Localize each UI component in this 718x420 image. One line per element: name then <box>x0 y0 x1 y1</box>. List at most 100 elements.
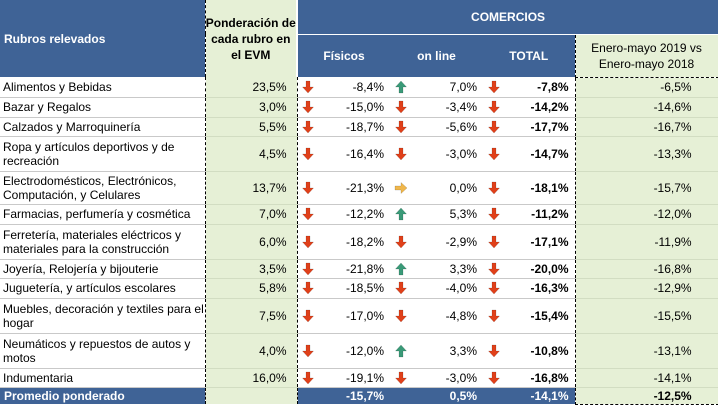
fisicos-value: -21,8% <box>319 259 390 279</box>
fisicos-value: -12,0% <box>319 333 390 369</box>
fisicos-value: -18,2% <box>319 224 390 260</box>
arrow-down-icon <box>297 97 319 118</box>
arrow-down-icon <box>297 224 319 260</box>
rubros-table: Rubros relevados Ponderación de cada rub… <box>0 0 718 405</box>
rubro-label: Farmacias, perfumería y cosmética <box>0 204 205 225</box>
footer-total: -14,1% <box>505 387 575 404</box>
footer-spacer <box>390 387 412 404</box>
enero-mayo-value: -12,9% <box>574 278 718 299</box>
rubro-label: Ferretería, materiales eléctricos y mate… <box>0 224 205 260</box>
online-value: -4,8% <box>412 298 483 334</box>
total-value: -7,8% <box>505 77 575 98</box>
enero-mayo-value: -15,7% <box>574 171 718 205</box>
header-enero-mayo: Enero-mayo 2019 vs Enero-mayo 2018 <box>574 33 718 78</box>
arrow-down-icon <box>390 298 412 334</box>
footer-enero-mayo: -12,5% <box>574 386 718 405</box>
header-comercios: COMERCIOS <box>295 0 718 35</box>
enero-mayo-value: -14,1% <box>574 368 718 388</box>
rubro-label: Joyería, Relojería y bijouterie <box>0 259 205 279</box>
header-online: on line <box>390 34 483 77</box>
enero-mayo-value: -14,6% <box>574 97 718 118</box>
enero-mayo-value: -13,3% <box>574 136 718 172</box>
table-row: Calzados y Marroquinería 5,5% -18,7% -5,6% -… <box>0 117 718 137</box>
enero-mayo-value: -15,5% <box>574 298 718 334</box>
arrow-down-icon <box>390 224 412 260</box>
enero-mayo-value: -16,8% <box>574 259 718 279</box>
rubro-label: Electrodomésticos, Electrónicos, Computa… <box>0 171 205 205</box>
arrow-down-icon <box>390 97 412 118</box>
ponderacion-value: 16,0% <box>204 368 298 388</box>
total-value: -20,0% <box>505 259 575 279</box>
table-row: Farmacias, perfumería y cosmética 7,0% -12… <box>0 204 718 225</box>
arrow-down-icon <box>483 333 505 369</box>
ponderacion-value: 3,0% <box>204 97 298 118</box>
table-row: Joyería, Relojería y bijouterie 3,5% -21,8… <box>0 259 718 279</box>
arrow-down-icon <box>297 117 319 137</box>
arrow-down-icon <box>483 278 505 299</box>
footer-spacer <box>483 387 505 404</box>
online-value: 7,0% <box>412 77 483 98</box>
arrow-up-icon <box>390 333 412 369</box>
enero-mayo-value: -16,7% <box>574 117 718 137</box>
arrow-down-icon <box>483 77 505 98</box>
table-row: Indumentaria 16,0% -19,1% -3,0% -16,8% -14,1% <box>0 368 718 388</box>
header-total: TOTAL <box>483 34 575 77</box>
arrow-down-icon <box>297 278 319 299</box>
total-value: -14,2% <box>505 97 575 118</box>
rubro-label: Calzados y Marroquinería <box>0 117 205 137</box>
total-value: -10,8% <box>505 333 575 369</box>
table-row: Neumáticos y repuestos de autos y motos 4… <box>0 333 718 369</box>
online-value: -3,0% <box>412 368 483 388</box>
arrow-down-icon <box>390 368 412 388</box>
enero-mayo-value: -11,9% <box>574 224 718 260</box>
ponderacion-value: 4,5% <box>204 136 298 172</box>
arrow-right-icon <box>390 171 412 205</box>
enero-mayo-value: -6,5% <box>574 77 718 98</box>
arrow-up-icon <box>390 204 412 225</box>
fisicos-value: -8,4% <box>319 77 390 98</box>
table-row: Juguetería, y artículos escolares 5,8% -18… <box>0 278 718 299</box>
total-value: -17,7% <box>505 117 575 137</box>
arrow-down-icon <box>483 224 505 260</box>
rubro-label: Neumáticos y repuestos de autos y motos <box>0 333 205 369</box>
table-row: Ferretería, materiales eléctricos y mate… <box>0 224 718 260</box>
footer-online: 0,5% <box>412 387 483 404</box>
ponderacion-value: 7,5% <box>204 298 298 334</box>
rubro-label: Bazar y Regalos <box>0 97 205 118</box>
online-value: -5,6% <box>412 117 483 137</box>
total-value: -16,8% <box>505 368 575 388</box>
arrow-down-icon <box>483 259 505 279</box>
total-value: -15,4% <box>505 298 575 334</box>
table-row: Muebles, decoración y textiles para el h… <box>0 298 718 334</box>
footer-fisicos: -15,7% <box>319 387 390 404</box>
ponderacion-value: 13,7% <box>204 171 298 205</box>
arrow-down-icon <box>297 298 319 334</box>
arrow-down-icon <box>483 136 505 172</box>
online-value: -4,0% <box>412 278 483 299</box>
rubro-label: Alimentos y Bebidas <box>0 77 205 98</box>
fisicos-value: -19,1% <box>319 368 390 388</box>
ponderacion-value: 5,8% <box>204 278 298 299</box>
arrow-down-icon <box>483 368 505 388</box>
arrow-down-icon <box>483 171 505 205</box>
fisicos-value: -18,7% <box>319 117 390 137</box>
online-value: 0,0% <box>412 171 483 205</box>
online-value: 5,3% <box>412 204 483 225</box>
rubro-label: Ropa y artículos deportivos y de recreac… <box>0 136 205 172</box>
total-value: -11,2% <box>505 204 575 225</box>
table-row: Alimentos y Bebidas 23,5% -8,4% 7,0% -7,8% -6… <box>0 77 718 98</box>
arrow-down-icon <box>390 117 412 137</box>
fisicos-value: -21,3% <box>319 171 390 205</box>
header-ponderacion: Ponderación de cada rubro en el EVM <box>204 0 298 77</box>
enero-mayo-value: -12,0% <box>574 204 718 225</box>
arrow-down-icon <box>483 117 505 137</box>
arrow-down-icon <box>483 298 505 334</box>
online-value: -3,0% <box>412 136 483 172</box>
total-value: -16,3% <box>505 278 575 299</box>
arrow-up-icon <box>390 77 412 98</box>
arrow-down-icon <box>297 204 319 225</box>
online-value: 3,3% <box>412 333 483 369</box>
ponderacion-value: 5,5% <box>204 117 298 137</box>
ponderacion-value: 23,5% <box>204 77 298 98</box>
